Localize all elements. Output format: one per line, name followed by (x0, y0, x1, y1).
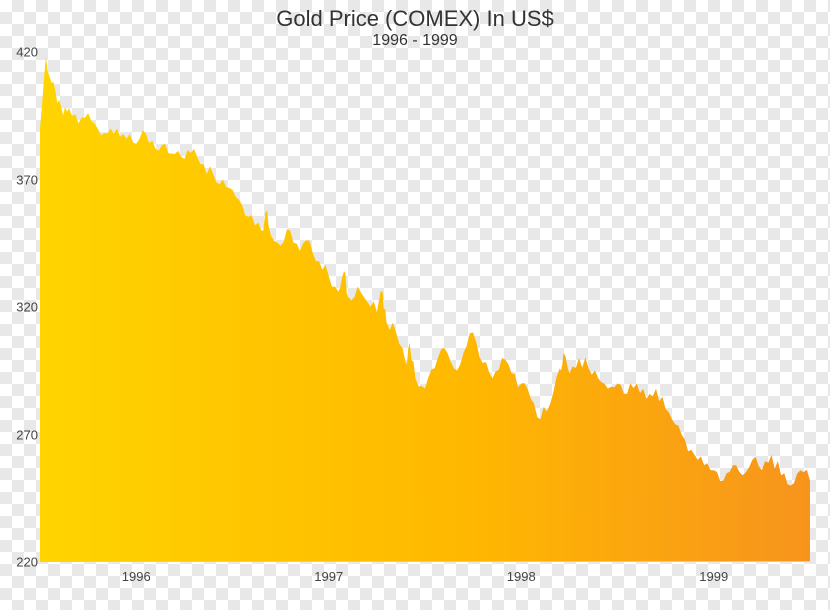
area-fill (40, 52, 810, 562)
x-tick-label: 1998 (507, 569, 536, 584)
x-tick-label: 1999 (699, 569, 728, 584)
y-tick-label: 270 (4, 427, 38, 442)
y-tick-label: 370 (4, 172, 38, 187)
chart-subtitle: 1996 - 1999 (0, 32, 830, 50)
x-axis-baseline (40, 561, 810, 562)
y-tick-label: 220 (4, 555, 38, 570)
y-tick-label: 420 (4, 45, 38, 60)
y-tick-label: 320 (4, 300, 38, 315)
plot-area: 4203703202702201996199719981999 (40, 52, 810, 562)
chart-title: Gold Price (COMEX) In US$ (0, 6, 830, 32)
series-path (40, 57, 810, 562)
x-tick-label: 1996 (122, 569, 151, 584)
x-tick-label: 1997 (314, 569, 343, 584)
